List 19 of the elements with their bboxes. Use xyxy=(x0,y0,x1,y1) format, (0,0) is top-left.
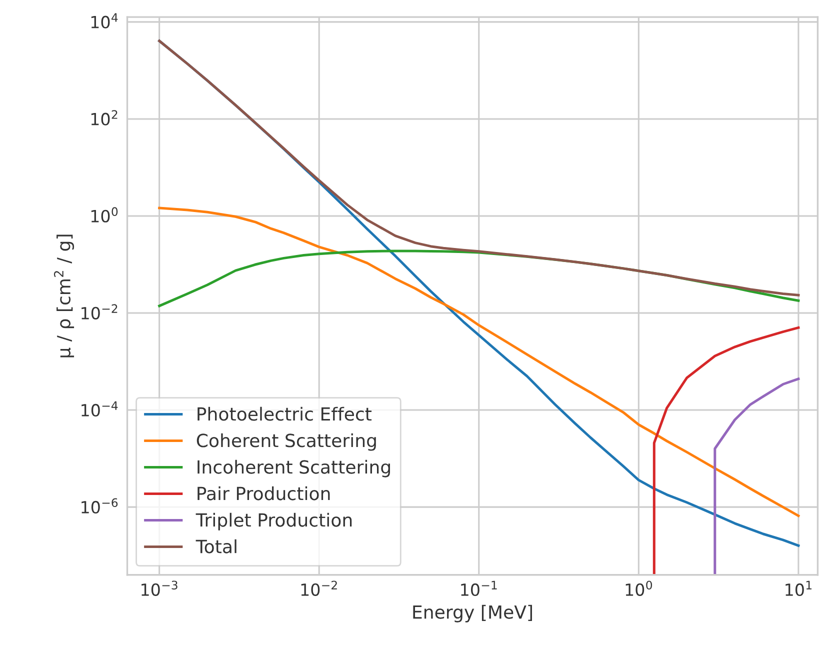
legend-label: Total xyxy=(196,539,236,554)
x-tick-label: 10$^{−1}$ xyxy=(461,580,497,596)
y-axis-title: μ / ρ [cm$^{2}$ / g] xyxy=(54,234,74,358)
legend-label: Photoelectric Effect xyxy=(198,406,372,421)
y-tick-label: 10$^{4}$ xyxy=(91,13,118,28)
legend-label: Incoherent Scattering xyxy=(198,460,390,478)
y-tick-label: 10$^{0}$ xyxy=(91,207,118,222)
y-tick-label: 10$^{2}$ xyxy=(91,110,118,126)
legend-label: Coherent Scattering xyxy=(196,433,376,451)
legend-label: Pair Production xyxy=(198,486,330,500)
legend-label: Triplet Production xyxy=(196,512,352,530)
x-tick-label: 10$^{0}$ xyxy=(626,580,652,596)
y-tick-label: 10$^{−2}$ xyxy=(82,304,118,320)
x-tick-label: 10$^{1}$ xyxy=(786,580,812,596)
y-tick-label: 10$^{−6}$ xyxy=(82,498,118,514)
y-tick-label: 10$^{−4}$ xyxy=(82,401,118,416)
x-tick-label: 10$^{−3}$ xyxy=(142,580,178,596)
x-tick-label: 10$^{−2}$ xyxy=(301,580,337,596)
x-axis-title: Energy [MeV] xyxy=(413,604,532,622)
